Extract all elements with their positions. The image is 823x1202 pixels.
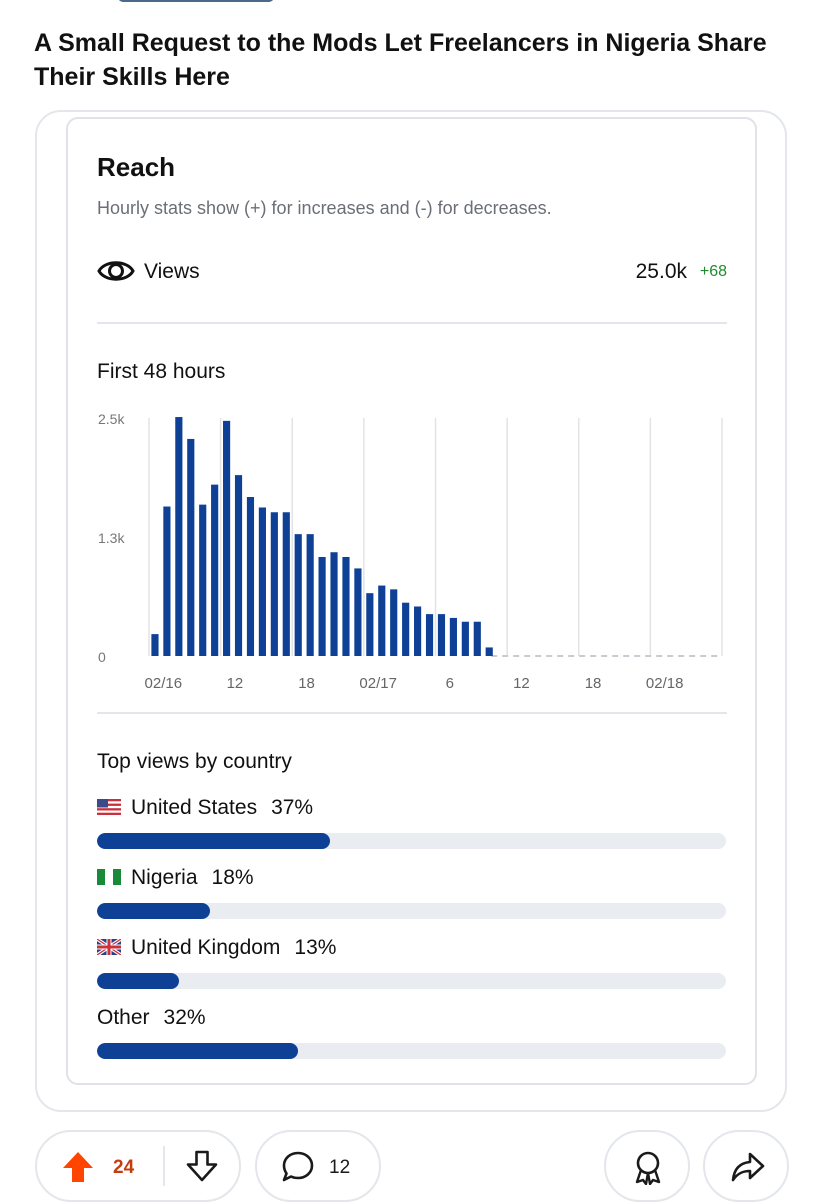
country-name: Other (97, 1006, 150, 1029)
chart-bar (318, 556, 326, 656)
reach-title: Reach (97, 152, 176, 182)
chart-bar (246, 497, 255, 656)
eye-icon (97, 261, 135, 281)
country-percent: 32% (163, 1006, 206, 1029)
chart-bar (163, 506, 171, 656)
country-row-united-states: United States 37% (97, 796, 727, 852)
chart-bar (282, 512, 290, 656)
downvote-icon[interactable] (185, 1149, 219, 1183)
views-delta: +68 (699, 263, 727, 280)
vote-divider (163, 1146, 165, 1186)
upvote-icon[interactable] (61, 1150, 95, 1184)
chart-y-tick-label: 2.5k (98, 411, 125, 427)
chart-bar (414, 606, 422, 656)
comment-icon (282, 1151, 314, 1182)
country-percent: 18% (211, 866, 254, 889)
chart-bar (354, 568, 362, 656)
views-label: Views (144, 260, 200, 283)
chart-bar (270, 512, 278, 656)
award-button[interactable] (604, 1130, 690, 1202)
chart-bar (175, 417, 183, 656)
country-name: United States (131, 796, 258, 819)
chart-bar (223, 420, 231, 656)
country-bar-fill (97, 903, 211, 919)
chart-x-tick-label: 02/18 (646, 675, 684, 692)
country-row-other: Other 32% (97, 1006, 727, 1062)
chart-bar (306, 534, 314, 656)
country-bar-track (97, 1043, 726, 1059)
divider (97, 712, 727, 714)
divider (97, 322, 727, 324)
chart-x-tick-label: 02/16 (145, 675, 183, 692)
us-flag-icon (97, 799, 121, 815)
chart-bar (402, 602, 410, 656)
post-title: A Small Request to the Mods Let Freelanc… (34, 29, 767, 91)
country-percent: 37% (271, 796, 314, 819)
views-row: Views 25.0k +68 (97, 254, 727, 290)
award-icon (635, 1151, 661, 1185)
country-bar-track (97, 903, 726, 919)
upvote-count: 24 (113, 1157, 135, 1178)
chart-bar (330, 552, 338, 656)
country-bar-fill (97, 833, 330, 849)
chart-x-tick-label: 6 (446, 675, 454, 692)
chart-bar (187, 438, 195, 656)
chart-y-tick-label: 1.3k (98, 530, 125, 546)
chart-bar (449, 617, 457, 656)
chart-x-tick-label: 02/17 (359, 675, 397, 692)
chart-x-tick-label: 12 (513, 675, 530, 692)
chart-bar (294, 534, 302, 656)
country-bar-fill (97, 973, 179, 989)
country-name: United Kingdom (131, 936, 281, 959)
country-bar-track (97, 973, 726, 989)
chart-bar (199, 504, 207, 656)
chart-title: First 48 hours (97, 360, 226, 383)
country-row-nigeria: Nigeria 18% (97, 866, 727, 922)
chart-bar (485, 647, 493, 656)
chart-bar (211, 484, 219, 656)
share-button[interactable] (703, 1130, 789, 1202)
chart-bar (151, 634, 159, 656)
chart-bar (366, 593, 374, 656)
views-value: 25.0k (635, 260, 687, 283)
chart-y-tick-label: 0 (98, 649, 106, 665)
hourly-views-chart: 0 1.3k 2.5k 02/16 12 18 02/17 6 12 18 02/18 (98, 411, 723, 692)
chart-x-tick-label: 18 (585, 675, 602, 692)
chart-bar (390, 589, 398, 656)
uk-flag-icon (97, 939, 121, 955)
country-bar-track (97, 833, 726, 849)
top-pill-decoration (118, 0, 274, 2)
chart-x-tick-label: 12 (227, 675, 244, 692)
country-percent: 13% (294, 936, 337, 959)
country-bar-fill (97, 1043, 299, 1059)
chart-bar (437, 614, 446, 656)
chart-bar (461, 621, 469, 656)
reach-card (66, 117, 757, 1085)
comment-count: 12 (329, 1157, 351, 1178)
chart-bar (234, 475, 243, 656)
countries-title: Top views by country (97, 750, 292, 773)
share-icon (731, 1152, 765, 1182)
chart-bar (378, 585, 386, 656)
country-row-united-kingdom: United Kingdom 13% (97, 936, 727, 992)
vote-pill: 24 (35, 1130, 241, 1202)
chart-bar (258, 507, 266, 656)
country-name: Nigeria (131, 866, 198, 889)
chart-bar (425, 614, 434, 656)
reach-subtitle: Hourly stats show (+) for increases and … (97, 198, 552, 218)
comments-button[interactable]: 12 (255, 1130, 381, 1202)
chart-x-tick-label: 18 (298, 675, 315, 692)
ng-flag-icon (97, 869, 121, 885)
chart-bar (342, 556, 350, 656)
chart-bar (473, 621, 481, 656)
insights-outer-card (35, 110, 787, 1112)
